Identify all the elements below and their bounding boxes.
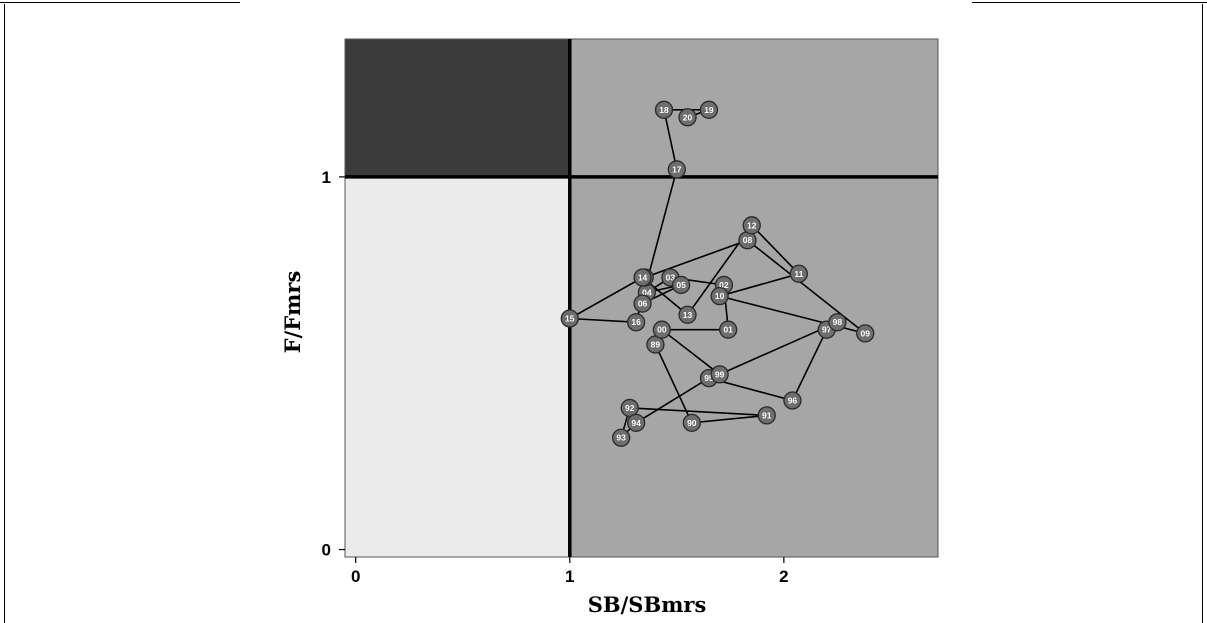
- data-point-label: 98: [833, 317, 843, 327]
- axes: 0 1 201: [322, 168, 789, 586]
- data-point-label: 95: [704, 373, 714, 383]
- data-point-label: 00: [657, 325, 667, 335]
- data-point: [710, 286, 729, 306]
- figure-frame: [4, 4, 1203, 623]
- data-point-label: 02: [719, 280, 729, 290]
- data-point: [652, 320, 671, 339]
- data-point-label: 99: [715, 369, 725, 379]
- data-point: [719, 320, 738, 339]
- data-point-label: 97: [822, 325, 832, 335]
- reference-lines: [345, 39, 938, 557]
- data-point-label: 17: [672, 164, 682, 174]
- trajectory-lines: [567, 109, 866, 441]
- data-point-label: 18: [659, 105, 669, 115]
- data-point-label: 06: [638, 299, 648, 309]
- data-point-label: 92: [625, 403, 635, 413]
- data-points: 8990919293949596979899000102030405060708…: [560, 100, 875, 447]
- quadrant-top-right: [569, 39, 938, 177]
- data-point-label: 03: [666, 273, 676, 283]
- data-point: [626, 413, 646, 432]
- data-point: [828, 313, 847, 332]
- data-point-label: 89: [651, 340, 661, 350]
- data-point: [757, 406, 776, 425]
- data-point: [560, 309, 579, 328]
- x-axis-title: SB/SBmrs: [588, 592, 707, 617]
- data-point-label: 16: [631, 317, 641, 327]
- data-point-label: 12: [747, 220, 757, 230]
- data-point: [612, 428, 631, 447]
- data-point: [710, 365, 729, 384]
- y-axis-title: F/Fmrs: [280, 271, 305, 354]
- data-point: [699, 100, 719, 119]
- data-point: [678, 108, 697, 127]
- data-point-label: 93: [616, 433, 626, 443]
- quadrant-top-left: [345, 39, 570, 177]
- data-point: [633, 268, 652, 287]
- quadrant-background: [344, 38, 939, 558]
- data-point-label: 96: [788, 395, 798, 405]
- data-point: [682, 413, 701, 432]
- data-point-label: 20: [683, 112, 693, 122]
- data-point-label: 13: [683, 310, 693, 320]
- data-point: [856, 324, 875, 343]
- data-point: [678, 305, 697, 324]
- data-point-label: 19: [704, 105, 714, 115]
- top-rule: [0, 2, 240, 3]
- data-point-label: 90: [687, 418, 697, 428]
- data-point-label: 91: [762, 410, 772, 420]
- data-point-label: 94: [631, 418, 641, 428]
- plot-border: [344, 38, 939, 558]
- data-point: [626, 313, 646, 332]
- data-point: [671, 275, 691, 295]
- x-tick-label: 1: [565, 567, 574, 586]
- top-rule: [972, 2, 1207, 3]
- data-point-label: 01: [723, 325, 733, 335]
- data-point: [783, 391, 802, 410]
- data-point-label: 09: [860, 328, 870, 338]
- quadrant-bottom-left: [345, 176, 570, 557]
- data-point-label: 11: [794, 269, 803, 279]
- x-tick-label: 0: [351, 567, 360, 586]
- y-tick-label: 0: [322, 541, 331, 560]
- y-tick-label: 1: [322, 168, 331, 187]
- data-point-label: 15: [565, 313, 575, 323]
- trajectory-path: [567, 109, 866, 441]
- data-point-label: 05: [676, 280, 686, 290]
- data-point: [667, 160, 686, 179]
- data-point-label: 10: [715, 291, 725, 301]
- x-tick-label: 2: [779, 567, 788, 586]
- data-point: [633, 294, 652, 313]
- data-point-label: 04: [642, 287, 652, 297]
- data-point: [654, 100, 674, 119]
- data-point: [742, 216, 761, 235]
- data-point-label: 08: [743, 235, 753, 245]
- data-point-label: 14: [638, 273, 648, 283]
- data-point: [789, 264, 808, 283]
